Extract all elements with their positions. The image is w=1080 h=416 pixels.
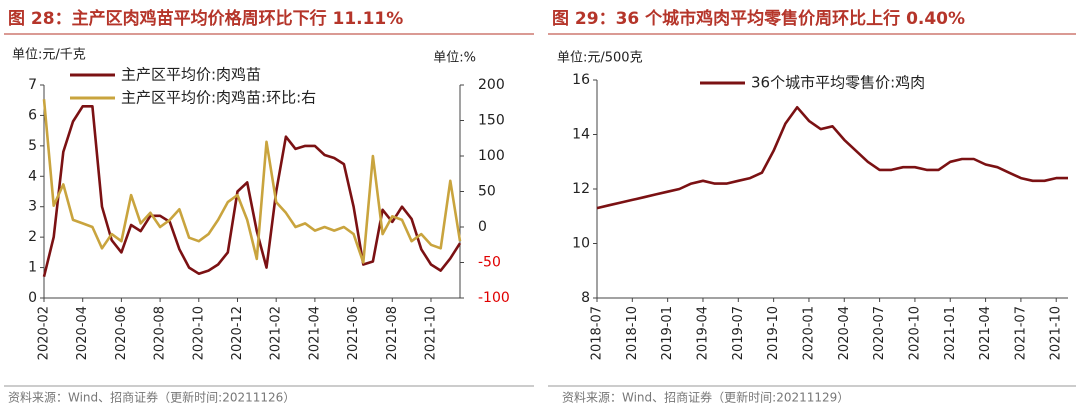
x-tick-label: 2020-10 <box>191 306 206 360</box>
x-tick-label: 2018-10 <box>625 306 640 360</box>
x-tick-label: 2021-10 <box>1049 306 1064 360</box>
data-line <box>596 106 1068 210</box>
y2-tick-label: 0 <box>478 219 487 235</box>
y-tick-label: 2 <box>28 229 37 245</box>
y-tick-label: 16 <box>572 72 590 88</box>
x-tick-label: 2020-06 <box>114 306 129 360</box>
legend-label: 主产区平均价:肉鸡苗:环比:右 <box>121 89 316 107</box>
y-tick-label: 4 <box>28 168 37 184</box>
x-tick-label: 2020-02 <box>37 306 52 360</box>
y2-tick-label: 200 <box>478 77 505 93</box>
y2-tick-label: -50 <box>478 255 501 271</box>
y-tick-label: 12 <box>572 181 590 197</box>
y-tick-label: 8 <box>581 290 590 306</box>
y2-axis-label: 单位:% <box>433 51 476 66</box>
x-tick-label: 2021-01 <box>943 306 958 360</box>
y-tick-label: 10 <box>572 236 590 252</box>
x-tick-label: 2020-01 <box>801 306 816 360</box>
x-tick-label: 2021-08 <box>385 306 400 360</box>
source-note: 资料来源：Wind、招商证券（更新时间:20211126） <box>8 390 295 405</box>
y-tick-label: 5 <box>28 138 37 154</box>
y-axis-label: 单位:元/千克 <box>12 48 86 63</box>
x-tick-label: 2021-07 <box>1013 306 1028 360</box>
x-tick-label: 2020-10 <box>907 306 922 360</box>
y2-tick-label: -100 <box>478 290 510 306</box>
x-tick-label: 2021-04 <box>307 306 322 360</box>
legend-label: 36个城市平均零售价:鸡肉 <box>751 74 925 92</box>
y2-tick-label: 100 <box>478 148 505 164</box>
x-tick-label: 2020-12 <box>230 306 245 360</box>
x-tick-label: 2020-08 <box>153 306 168 360</box>
y-tick-label: 7 <box>28 77 37 93</box>
x-tick-label: 2019-10 <box>766 306 781 360</box>
y-tick-label: 3 <box>28 199 37 215</box>
x-tick-label: 2020-04 <box>837 306 852 360</box>
data-line <box>42 99 462 264</box>
x-tick-label: 2019-01 <box>660 306 675 360</box>
y-tick-label: 0 <box>28 290 37 306</box>
x-tick-label: 2020-04 <box>75 306 90 360</box>
x-tick-label: 2021-10 <box>423 306 438 360</box>
chart-title: 图 29：36 个城市鸡肉平均零售价周环比上行 0.40% <box>552 8 965 29</box>
y-tick-label: 6 <box>28 107 37 123</box>
x-tick-label: 2020-07 <box>872 306 887 360</box>
chart-title: 图 28：主产区肉鸡苗平均价格周环比下行 11.11% <box>8 8 403 29</box>
x-tick-label: 2019-07 <box>731 306 746 360</box>
x-tick-label: 2019-04 <box>695 306 710 360</box>
x-tick-label: 2021-06 <box>346 306 361 360</box>
legend-label: 主产区平均价:肉鸡苗 <box>121 66 261 84</box>
x-tick-label: 2021-04 <box>978 306 993 360</box>
y-tick-label: 14 <box>572 127 590 143</box>
y-axis-label: 单位:元/500克 <box>557 51 643 66</box>
x-tick-label: 2021-02 <box>269 306 284 360</box>
source-note: 资料来源：Wind、招商证券（更新时间:20211129） <box>562 390 849 405</box>
x-tick-label: 2018-07 <box>590 306 605 360</box>
y2-tick-label: 150 <box>478 113 505 129</box>
y2-tick-label: 50 <box>478 184 496 200</box>
y-tick-label: 1 <box>28 260 37 276</box>
